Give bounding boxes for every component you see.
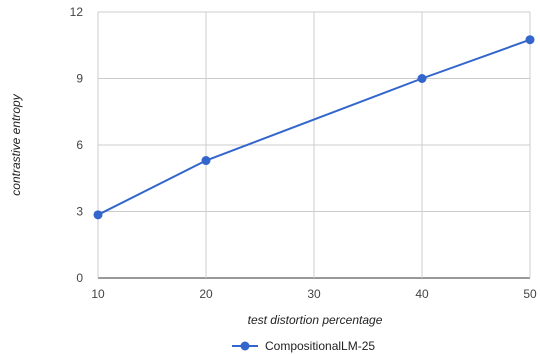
data-point [201,156,211,166]
legend: CompositionalLM-25 [232,339,375,353]
x-tick-label: 40 [415,287,429,301]
legend-swatch-marker [240,341,250,351]
data-point [525,35,535,45]
series-line [97,38,531,216]
x-tick-label: 30 [307,287,321,301]
y-tick-label: 0 [76,271,83,285]
series-layer [93,35,535,220]
x-axis-title: test distortion percentage [248,313,383,327]
legend-label: CompositionalLM-25 [265,339,375,353]
x-tick-label: 20 [199,287,213,301]
data-point [417,74,427,83]
y-tick-label: 3 [76,205,83,219]
y-axis-title: contrastive entropy [9,93,23,195]
tick-labels: 0 3 6 9 12 10 20 30 40 50 [70,5,537,301]
y-tick-label: 9 [76,72,83,86]
x-tick-label: 50 [523,287,537,301]
y-tick-label: 6 [76,138,83,152]
gridlines [97,11,531,279]
x-tick-label: 10 [91,287,105,301]
data-point [93,210,103,220]
y-tick-label: 12 [70,5,84,19]
